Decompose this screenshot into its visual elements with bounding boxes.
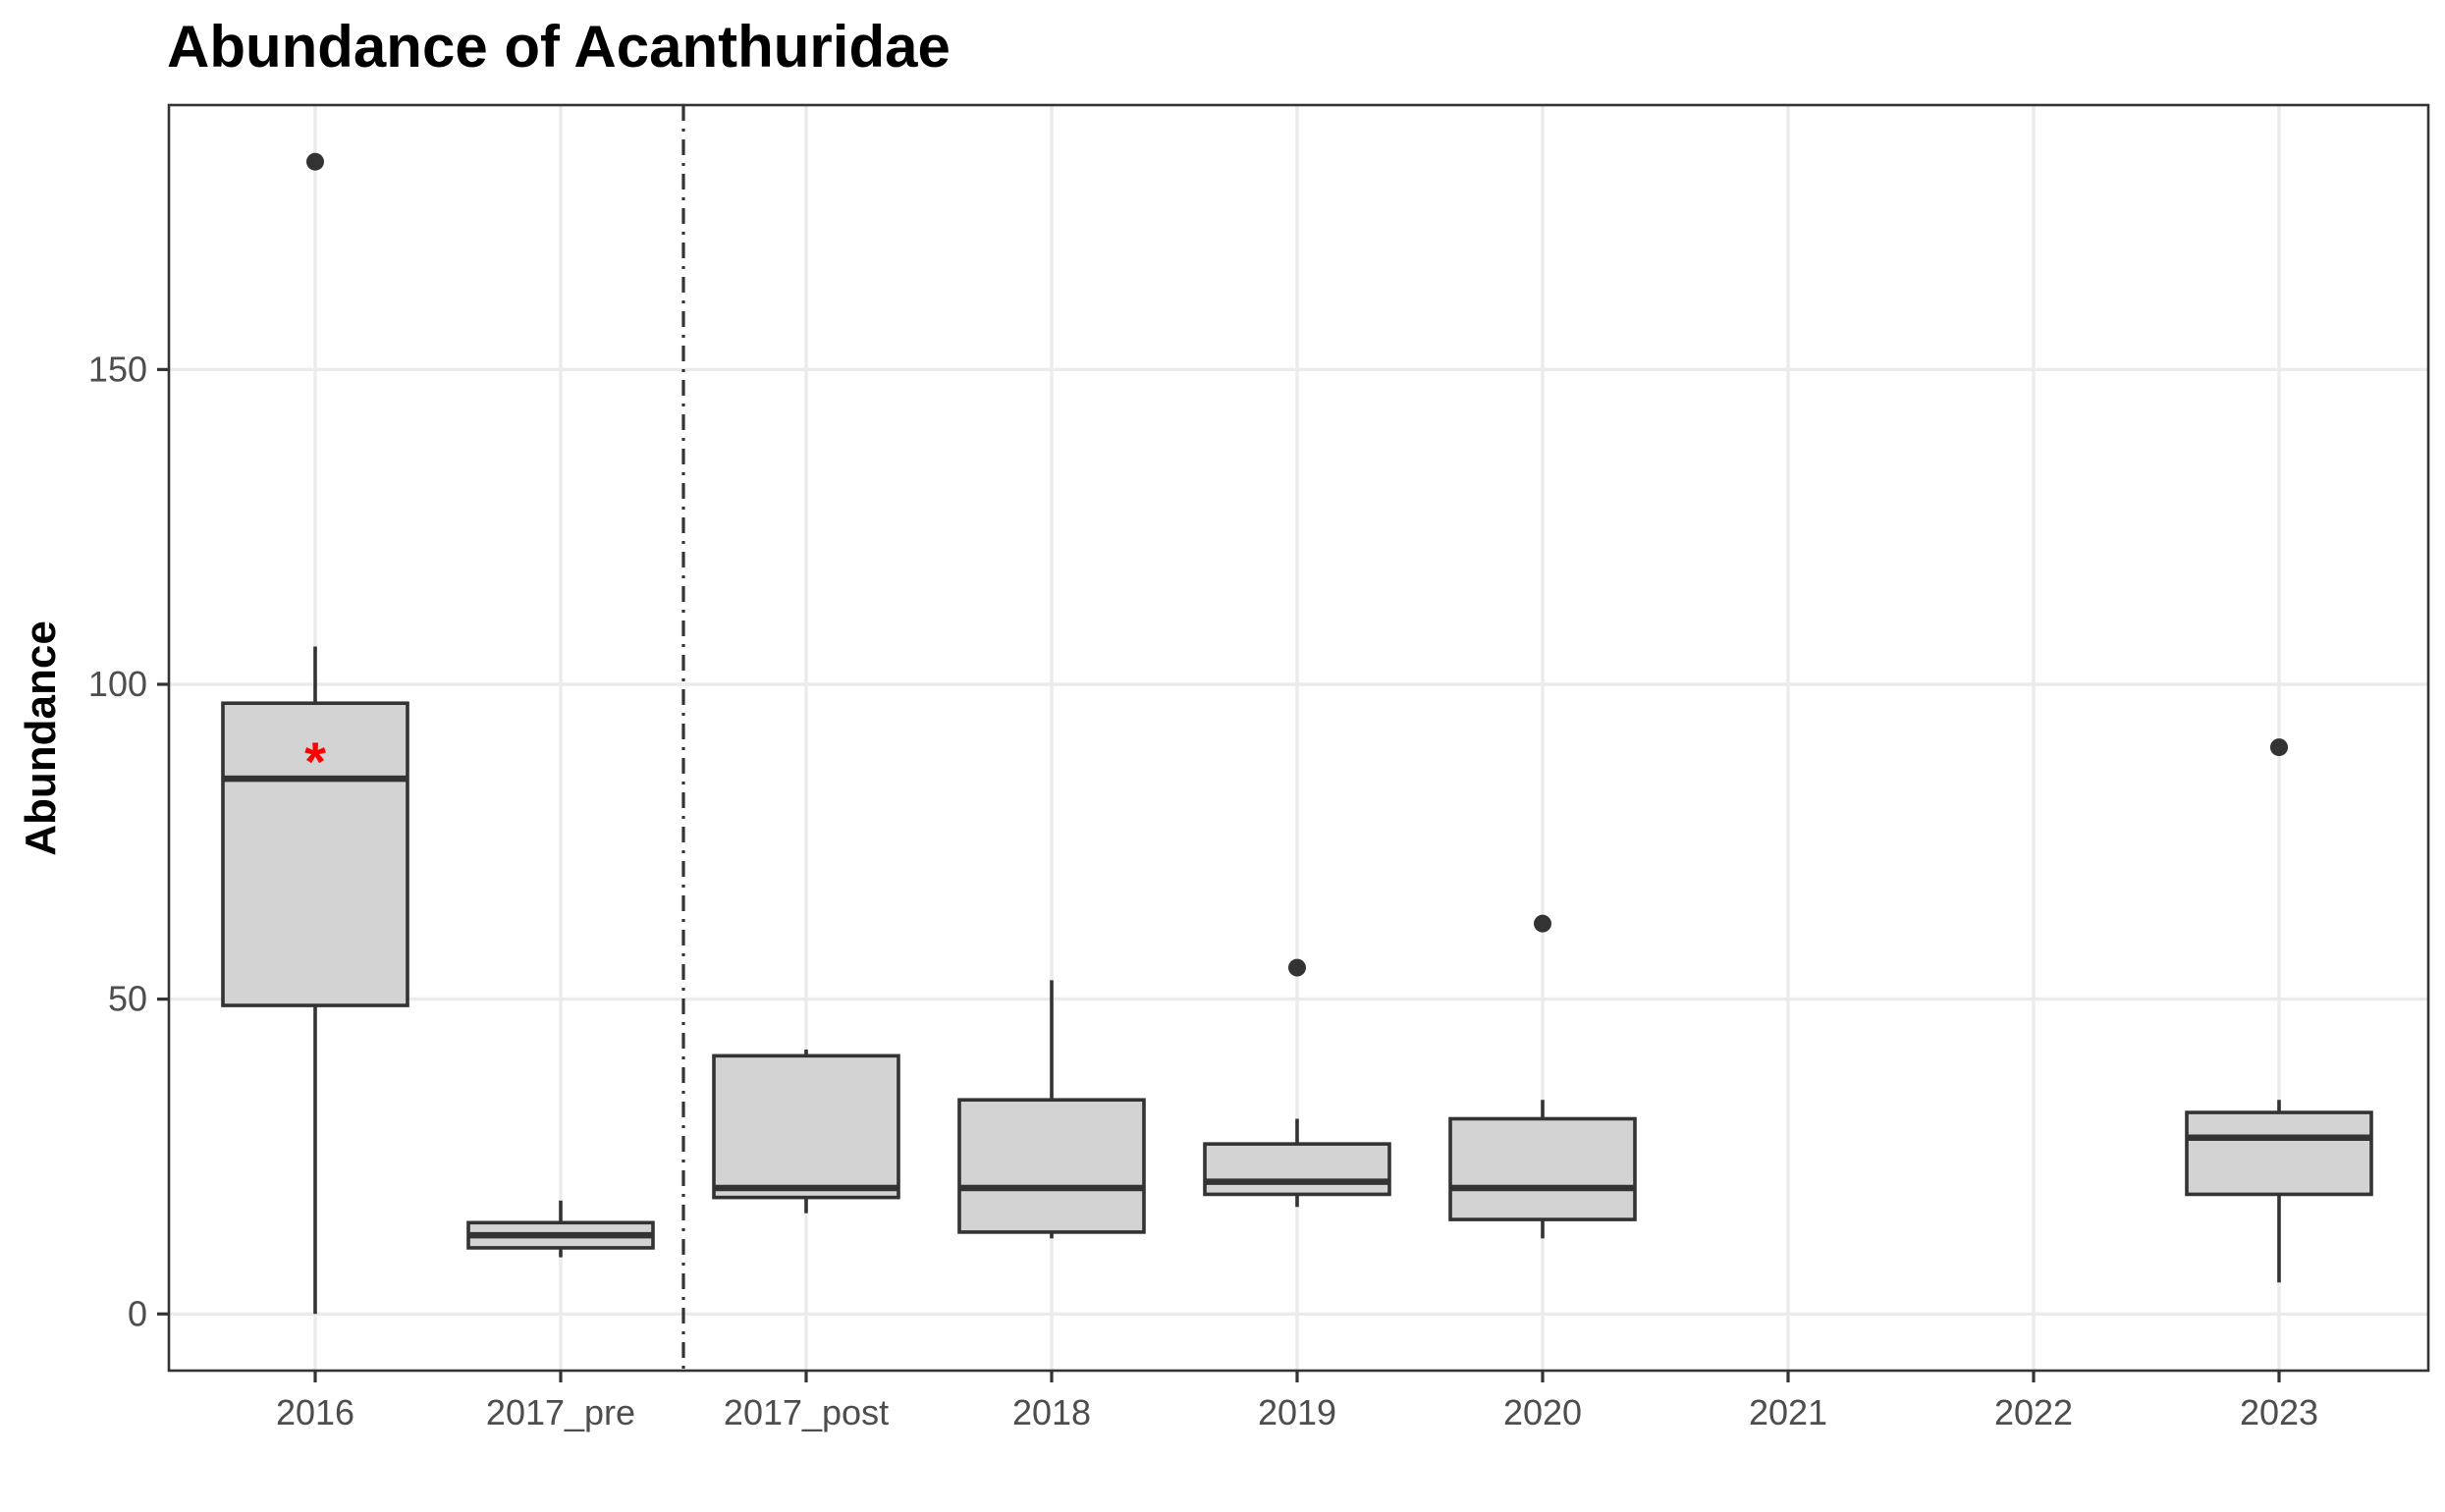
box-body: [712, 1053, 900, 1200]
outlier-point: [1534, 914, 1551, 933]
box-body: [1203, 1142, 1391, 1197]
outlier-point: [306, 152, 324, 171]
box-body: [957, 1098, 1146, 1234]
outlier-point: [2270, 738, 2288, 757]
box-body: [221, 701, 409, 1007]
x-tick-label: 2017_pre: [486, 1392, 635, 1432]
x-tick-label: 2022: [1994, 1392, 2073, 1432]
y-tick-label: 100: [88, 664, 147, 704]
chart-title: Abundance of Acanthuridae: [167, 14, 951, 80]
boxplot-2019: [1203, 958, 1391, 1208]
box-body: [2185, 1110, 2373, 1197]
x-tick-label: 2016: [276, 1392, 354, 1432]
x-tick-label: 2019: [1258, 1392, 1336, 1432]
y-tick-label: 0: [128, 1293, 147, 1333]
x-tick-label: 2018: [1012, 1392, 1091, 1432]
outlier-point: [1288, 958, 1306, 977]
boxplot-2023: [2185, 738, 2373, 1283]
box-body: [1448, 1116, 1637, 1221]
axes: 0 50 100 150 2016 2017_pre 2017_post 2018 2019 20…: [88, 349, 2318, 1432]
boxplot-2020: [1448, 914, 1637, 1239]
x-tick-label: 2017_post: [724, 1392, 889, 1432]
boxplots: [221, 152, 2373, 1315]
boxplot-2017_post: [712, 1049, 900, 1214]
annotations: *: [304, 730, 326, 792]
x-tick-label: 2020: [1503, 1392, 1582, 1432]
y-tick-label: 150: [88, 349, 147, 389]
boxplot-2018: [957, 980, 1146, 1239]
boxplot-2016: [221, 152, 409, 1315]
boxplot-2017_pre: [466, 1200, 655, 1258]
y-tick-label: 50: [108, 979, 147, 1019]
x-tick-label: 2021: [1749, 1392, 1827, 1432]
y-axis-label: Abundance: [17, 621, 65, 856]
significance-asterisk: *: [304, 730, 326, 792]
x-tick-label: 2023: [2240, 1392, 2318, 1432]
